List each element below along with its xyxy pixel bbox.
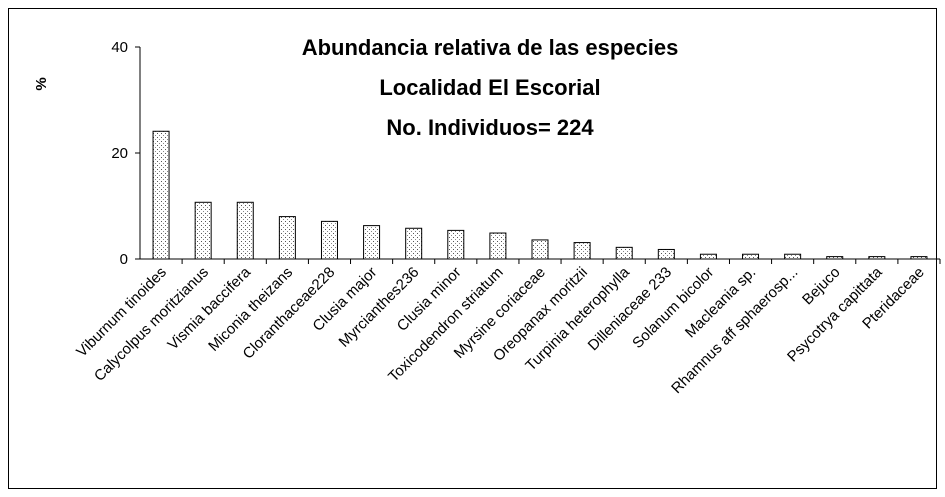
bar	[405, 227, 423, 260]
chart-border	[8, 8, 937, 489]
y-tick-label: 0	[120, 251, 128, 268]
bar	[447, 229, 465, 260]
bar	[194, 201, 212, 260]
bar	[152, 130, 170, 260]
bar	[910, 256, 928, 260]
bar	[531, 239, 549, 260]
bar	[826, 256, 844, 260]
bar	[657, 248, 675, 260]
bar	[363, 225, 381, 260]
bar	[868, 256, 886, 260]
y-tick-label: 40	[111, 39, 128, 56]
bar	[742, 253, 760, 260]
chart-subtitle: Localidad El Escorial	[379, 75, 600, 100]
bar	[699, 253, 717, 260]
bar	[573, 242, 591, 260]
y-tick-label: 20	[111, 145, 128, 162]
y-axis-label: %	[33, 77, 50, 90]
chart-title: Abundancia relativa de las especies	[302, 35, 679, 60]
bar	[278, 216, 296, 260]
chart-subtitle: No. Individuos= 224	[386, 115, 594, 140]
bar	[236, 201, 254, 260]
bar	[320, 220, 338, 260]
bar	[615, 246, 633, 260]
bar	[784, 253, 802, 260]
bar	[489, 232, 507, 260]
